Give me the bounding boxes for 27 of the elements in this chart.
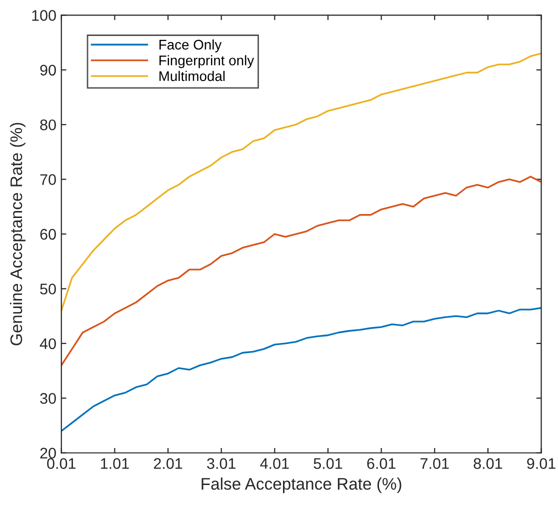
x-tick-label: 8.01: [474, 458, 502, 469]
line-series: [61, 176, 542, 366]
y-tick-label: 60: [40, 228, 56, 240]
x-tick-label: 2.01: [154, 458, 182, 469]
y-tick-label: 90: [40, 64, 56, 76]
x-tick-label: 7.01: [420, 458, 449, 469]
x-tick-label: 9.01: [527, 458, 556, 469]
y-tick-label: 30: [40, 393, 56, 404]
y-axis-title: Genuine Acceptance Rate (%): [10, 122, 26, 346]
x-tick-label: 5.01: [314, 458, 342, 469]
y-tick-label: 50: [40, 284, 56, 294]
legend-label: Multimodal: [159, 70, 225, 82]
x-tick-label: 0.01: [47, 458, 76, 469]
x-tick-label: 3.01: [207, 458, 236, 469]
legend-label: Face Only: [159, 39, 222, 52]
y-tick-label: 80: [40, 119, 56, 130]
y-tick-label: 70: [40, 174, 56, 185]
y-tick-label: 100: [32, 10, 56, 21]
legend-label: Fingerprint only: [159, 55, 254, 68]
line-series: [61, 307, 542, 432]
line-series: [61, 52, 542, 312]
x-axis-title: False Acceptance Rate (%): [202, 478, 402, 494]
y-tick-label: 20: [40, 448, 56, 459]
x-tick-label: 4.01: [260, 458, 289, 469]
x-tick-label: 6.01: [367, 458, 396, 469]
y-tick-label: 40: [40, 338, 56, 350]
x-tick-label: 1.01: [101, 458, 129, 469]
